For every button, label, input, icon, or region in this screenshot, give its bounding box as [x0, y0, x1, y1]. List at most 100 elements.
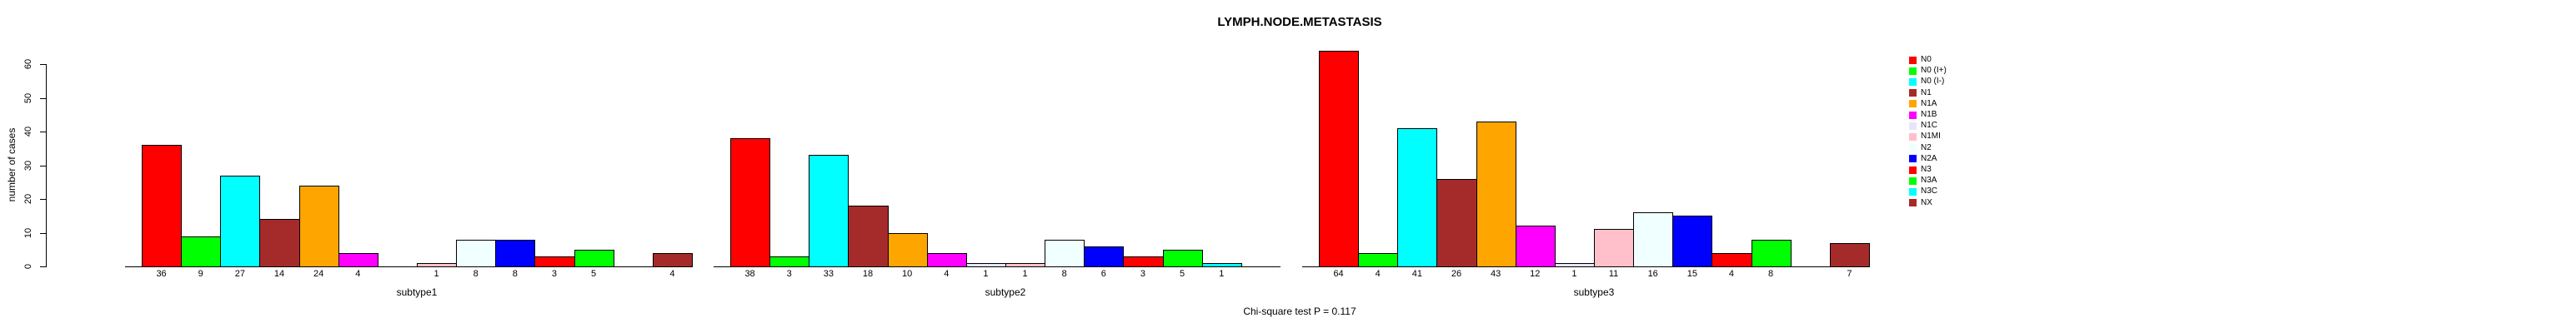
legend-swatch	[1909, 166, 1917, 174]
bar	[1593, 229, 1635, 267]
legend-item-label: NX	[1921, 197, 1932, 207]
bar-value-label: 4	[1728, 269, 1735, 279]
bar-value-label: 16	[1647, 269, 1658, 279]
legend-item-label: N1A	[1921, 98, 1937, 108]
y-axis-tick-label: 0	[23, 263, 33, 270]
legend-swatch	[1909, 122, 1917, 130]
bar-value-label: 1	[983, 269, 989, 279]
bar	[181, 236, 222, 267]
chi-square-annotation: Chi-square test P = 0.117	[1243, 306, 1356, 317]
legend-swatch	[1909, 67, 1917, 75]
y-axis-tick	[40, 232, 46, 234]
bar	[1162, 249, 1203, 267]
bar-value-label: 36	[156, 269, 167, 279]
bar-value-label: 1	[434, 269, 439, 279]
bar-value-label: 1	[1022, 269, 1028, 279]
legend-swatch	[1909, 176, 1917, 185]
legend-item-label: N0 (I+)	[1921, 66, 1947, 76]
bar-value-label: 6	[1100, 269, 1106, 279]
bar	[1045, 239, 1085, 267]
bar	[1672, 216, 1713, 267]
bar-value-label: 4	[944, 269, 950, 279]
bar	[1829, 242, 1870, 267]
bar-value-label: 18	[862, 269, 874, 279]
bar	[1397, 127, 1438, 267]
bar-value-label: 8	[1061, 269, 1067, 279]
y-axis-tick-label: 30	[23, 160, 33, 171]
bar-value-label: 1	[1571, 269, 1577, 279]
bar	[1084, 246, 1125, 267]
legend-item-label: N3C	[1921, 186, 1938, 196]
bar-value-label: 3	[1140, 269, 1146, 279]
legend-swatch	[1909, 100, 1917, 108]
bar-value-label: 8	[1768, 269, 1774, 279]
y-axis-tick	[40, 97, 46, 99]
bar	[1319, 50, 1360, 267]
group-baseline	[125, 266, 692, 267]
legend-swatch	[1909, 77, 1917, 86]
bar	[1436, 178, 1477, 267]
bar	[652, 252, 693, 267]
legend-item-label: N2	[1921, 142, 1932, 152]
bar	[456, 239, 497, 267]
bar	[1633, 212, 1674, 267]
bar	[926, 252, 967, 267]
legend-item-label: N1	[1921, 87, 1932, 97]
y-axis-tick-label: 40	[23, 126, 33, 137]
bar-value-label: 4	[669, 269, 675, 279]
y-axis-tick-label: 60	[23, 58, 33, 70]
legend-item-label: N0	[1921, 55, 1932, 64]
bar	[495, 239, 536, 267]
bar	[1123, 256, 1164, 267]
bar-value-label: 5	[591, 269, 597, 279]
y-axis-label: number of cases	[6, 127, 18, 202]
legend-item-label: N1C	[1921, 121, 1938, 131]
bar	[965, 262, 1006, 267]
bar	[298, 185, 339, 267]
bar-value-label: 10	[902, 269, 913, 279]
bar-value-label: 7	[1847, 269, 1852, 279]
legend-item-label: N2A	[1921, 153, 1937, 163]
y-axis-tick-label: 20	[23, 193, 33, 205]
bar	[1751, 239, 1792, 267]
bar-value-label: 43	[1491, 269, 1501, 279]
bar	[1201, 262, 1242, 267]
legend-item-label: N3A	[1921, 176, 1937, 186]
bar-value-label: 41	[1411, 269, 1422, 279]
bar	[1476, 121, 1516, 267]
bar	[769, 256, 810, 267]
legend-item-label: N1B	[1921, 110, 1937, 119]
legend-swatch	[1909, 199, 1917, 207]
chart-title: LYMPH.NODE.METASTASIS	[1217, 15, 1382, 29]
bar	[809, 155, 849, 267]
y-axis-tick-label: 50	[23, 92, 33, 103]
group-label-subtype3: subtype3	[1573, 286, 1615, 298]
bar	[574, 249, 614, 267]
bar-value-label: 11	[1608, 269, 1619, 279]
y-axis-tick	[40, 266, 46, 267]
bar-value-label: 8	[473, 269, 479, 279]
bar	[142, 145, 183, 267]
bar-value-label: 8	[512, 269, 518, 279]
legend-swatch	[1909, 144, 1917, 152]
group-label-subtype1: subtype1	[396, 286, 438, 298]
bar-value-label: 1	[1219, 269, 1225, 279]
group-label-subtype2: subtype2	[985, 286, 1026, 298]
bar	[259, 219, 300, 267]
bar	[534, 256, 575, 267]
bar-value-label: 5	[1180, 269, 1185, 279]
bar	[220, 175, 261, 267]
bar	[887, 232, 928, 267]
legend-item-label: N3	[1921, 165, 1932, 174]
bar-value-label: 33	[823, 269, 834, 279]
bar	[1005, 262, 1046, 267]
bar-value-label: 27	[234, 269, 245, 279]
bar-value-label: 64	[1333, 269, 1344, 279]
y-axis-tick	[40, 199, 46, 200]
bar	[1711, 252, 1752, 267]
bar-value-label: 4	[1375, 269, 1381, 279]
bar	[338, 252, 378, 267]
bar-value-label: 26	[1451, 269, 1462, 279]
